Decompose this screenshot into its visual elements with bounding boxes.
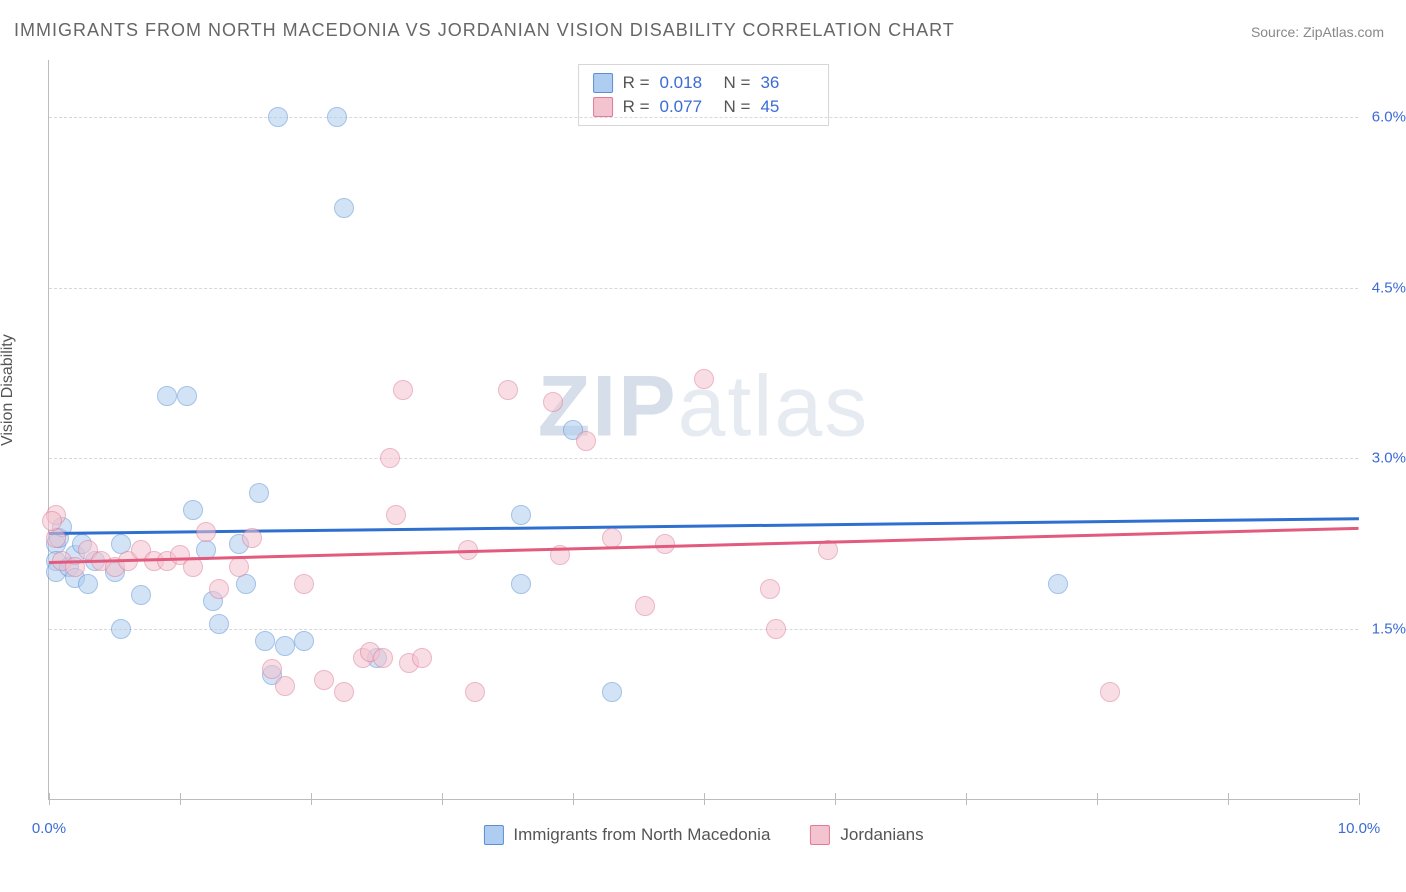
data-point-macedonia (78, 574, 98, 594)
data-point-jordanians (196, 522, 216, 542)
legend-R-value-jordanians: 0.077 (660, 97, 714, 117)
y-tick-label: 1.5% (1372, 621, 1406, 638)
source-name: ZipAtlas.com (1303, 24, 1384, 40)
data-point-macedonia (183, 500, 203, 520)
x-tick (311, 793, 312, 805)
legend-stat-row-jordanians: R = 0.077 N = 45 (593, 95, 815, 119)
legend-swatch-macedonia (593, 73, 613, 93)
data-point-jordanians (386, 505, 406, 525)
x-tick-label: 10.0% (1338, 820, 1381, 837)
data-point-macedonia (131, 585, 151, 605)
data-point-jordanians (543, 392, 563, 412)
data-point-macedonia (334, 198, 354, 218)
x-tick (1359, 793, 1360, 805)
data-point-jordanians (262, 659, 282, 679)
legend-stat-row-macedonia: R = 0.018 N = 36 (593, 71, 815, 95)
data-point-macedonia (111, 619, 131, 639)
x-tick (835, 793, 836, 805)
legend-series-name-macedonia: Immigrants from North Macedonia (513, 825, 770, 845)
data-point-macedonia (1048, 574, 1068, 594)
data-point-macedonia (511, 505, 531, 525)
data-point-macedonia (177, 386, 197, 406)
data-point-jordanians (42, 511, 62, 531)
data-point-jordanians (373, 648, 393, 668)
x-tick (573, 793, 574, 805)
gridline-h (49, 629, 1358, 630)
legend-N-value-jordanians: 45 (760, 97, 814, 117)
legend-swatch-jordanians (810, 825, 830, 845)
data-point-jordanians (766, 619, 786, 639)
chart-container: IMMIGRANTS FROM NORTH MACEDONIA VS JORDA… (0, 0, 1406, 892)
data-point-jordanians (229, 557, 249, 577)
data-point-jordanians (242, 528, 262, 548)
legend-N-label: N = (724, 73, 751, 93)
chart-title: IMMIGRANTS FROM NORTH MACEDONIA VS JORDA… (14, 20, 955, 41)
data-point-jordanians (380, 448, 400, 468)
data-point-jordanians (393, 380, 413, 400)
gridline-h (49, 117, 1358, 118)
data-point-macedonia (236, 574, 256, 594)
data-point-jordanians (209, 579, 229, 599)
x-tick (1228, 793, 1229, 805)
data-point-jordanians (1100, 682, 1120, 702)
data-point-macedonia (602, 682, 622, 702)
data-point-jordanians (498, 380, 518, 400)
x-tick (1097, 793, 1098, 805)
data-point-macedonia (268, 107, 288, 127)
data-point-jordanians (334, 682, 354, 702)
x-tick (442, 793, 443, 805)
legend-item-macedonia: Immigrants from North Macedonia (483, 825, 770, 845)
data-point-jordanians (412, 648, 432, 668)
legend-series-name-jordanians: Jordanians (840, 825, 923, 845)
gridline-h (49, 458, 1358, 459)
y-tick-label: 6.0% (1372, 108, 1406, 125)
x-tick (966, 793, 967, 805)
y-axis-label: Vision Disability (0, 334, 17, 446)
legend-N-label: N = (724, 97, 751, 117)
x-tick (180, 793, 181, 805)
data-point-jordanians (314, 670, 334, 690)
legend-R-value-macedonia: 0.018 (660, 73, 714, 93)
plot-area: ZIPatlas R =0.018N =36R =0.077N =45 Immi… (48, 60, 1358, 800)
data-point-jordanians (635, 596, 655, 616)
data-point-macedonia (157, 386, 177, 406)
data-point-macedonia (249, 483, 269, 503)
source-label: Source: (1251, 24, 1299, 40)
y-tick-label: 4.5% (1372, 279, 1406, 296)
source-attribution: Source: ZipAtlas.com (1251, 24, 1384, 40)
legend-R-label: R = (623, 73, 650, 93)
data-point-jordanians (576, 431, 596, 451)
x-tick-label: 0.0% (32, 820, 66, 837)
data-point-macedonia (511, 574, 531, 594)
legend-series: Immigrants from North Macedonia Jordanian… (483, 825, 923, 845)
gridline-h (49, 288, 1358, 289)
data-point-macedonia (209, 614, 229, 634)
legend-R-label: R = (623, 97, 650, 117)
data-point-macedonia (294, 631, 314, 651)
data-point-macedonia (327, 107, 347, 127)
data-point-jordanians (760, 579, 780, 599)
legend-swatch-macedonia (483, 825, 503, 845)
legend-N-value-macedonia: 36 (760, 73, 814, 93)
data-point-macedonia (255, 631, 275, 651)
data-point-jordanians (46, 528, 66, 548)
x-tick (49, 793, 50, 805)
data-point-jordanians (465, 682, 485, 702)
legend-swatch-jordanians (593, 97, 613, 117)
data-point-jordanians (294, 574, 314, 594)
y-tick-label: 3.0% (1372, 450, 1406, 467)
legend-item-jordanians: Jordanians (810, 825, 923, 845)
data-point-macedonia (275, 636, 295, 656)
data-point-jordanians (275, 676, 295, 696)
x-tick (704, 793, 705, 805)
data-point-jordanians (694, 369, 714, 389)
